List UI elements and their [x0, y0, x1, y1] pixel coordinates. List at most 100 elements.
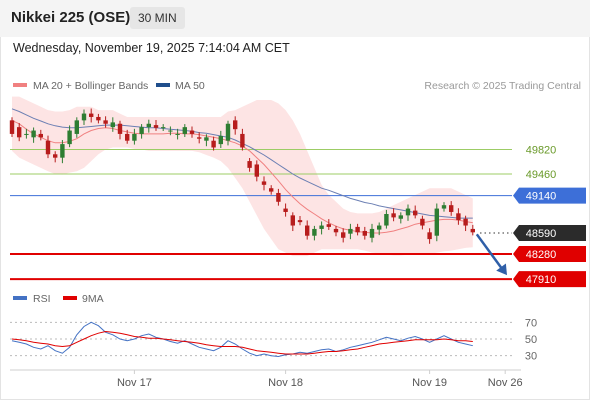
- x-tick-label: Nov 19: [412, 377, 447, 389]
- candle-body: [218, 135, 223, 145]
- candle-body: [369, 228, 375, 238]
- candle-body: [189, 130, 195, 134]
- candle-body: [405, 208, 411, 216]
- candle-body: [74, 120, 79, 134]
- forecast-arrow: [475, 233, 507, 276]
- candle-body: [175, 133, 180, 135]
- research-credit: Research © 2025 Trading Central: [424, 80, 581, 92]
- candle-body: [305, 225, 310, 236]
- forecast-arrow-head: [496, 263, 507, 276]
- candle-body: [161, 127, 166, 129]
- rsi-legend-swatch: [13, 296, 27, 300]
- rsi-ma-line: [11, 330, 473, 355]
- x-axis: Nov 17 Nov 18 Nov 19 Nov 26: [117, 370, 523, 389]
- level-label-49140: 49140: [526, 191, 557, 203]
- candle-body: [81, 113, 87, 121]
- candle-body: [38, 133, 43, 138]
- candle-body: [384, 214, 389, 226]
- candle-body: [427, 232, 432, 240]
- interval-badge[interactable]: 30 MIN: [130, 7, 185, 29]
- rsi-ma-legend-swatch: [63, 296, 77, 300]
- candle-body: [110, 122, 115, 128]
- candle-body: [240, 133, 245, 148]
- level-label-49460: 49460: [526, 169, 557, 181]
- rsi-tick-30: 30: [525, 351, 537, 363]
- candle-body: [24, 133, 29, 135]
- candle-body: [132, 133, 137, 141]
- candle-body: [89, 113, 94, 117]
- candle-body: [204, 137, 209, 141]
- level-label-49820: 49820: [526, 145, 557, 157]
- candle-body: [333, 228, 339, 233]
- candle-body: [312, 228, 317, 236]
- candle-body: [319, 225, 324, 229]
- candle-body: [290, 215, 295, 226]
- candle-body: [9, 120, 15, 134]
- rsi-tick-70: 70: [525, 317, 537, 329]
- candle-body: [283, 208, 288, 212]
- candle-body: [53, 154, 58, 158]
- candle-body: [297, 220, 303, 223]
- candle-body: [139, 127, 144, 134]
- candle-body: [117, 123, 123, 134]
- candle-body: [17, 127, 22, 138]
- candle-body: [211, 140, 216, 148]
- candle-body: [377, 225, 382, 230]
- rsi-tick-50: 50: [525, 334, 537, 346]
- candle-body: [168, 130, 173, 132]
- report-datetime: Wednesday, November 19, 2025 7:14:04 AM …: [13, 41, 290, 55]
- level-labels: 49820 49460 49140 48590 48280 47910: [513, 145, 586, 288]
- bollinger-bands: [12, 96, 473, 257]
- candle-body: [45, 140, 51, 155]
- rsi-legend-label: RSI: [33, 293, 51, 305]
- level-label-47910: 47910: [526, 274, 557, 286]
- candlesticks: [9, 108, 475, 244]
- rsi-gridlines: 70 50 30: [10, 317, 537, 363]
- candle-body: [420, 218, 425, 226]
- candle-body: [233, 120, 238, 130]
- candle-body: [449, 205, 454, 212]
- level-label-48280: 48280: [526, 249, 557, 261]
- candle-body: [225, 123, 231, 141]
- header-bar: Nikkei 225 (OSE) 30 MIN: [0, 0, 590, 37]
- level-tag-48280: [513, 246, 586, 263]
- candle-body: [60, 144, 65, 158]
- ma50-legend-swatch: [156, 83, 170, 87]
- candle-body: [398, 215, 403, 219]
- candle-body: [31, 130, 36, 138]
- ma50-legend-label: MA 50: [175, 80, 205, 92]
- level-tag-48590: [513, 225, 586, 241]
- forecast-arrow-shaft: [475, 233, 505, 271]
- level-tag-47910: [513, 271, 586, 288]
- rsi-lines: [11, 321, 473, 358]
- price-levels: [10, 149, 512, 281]
- candle-body: [103, 120, 108, 124]
- x-tick-label: Nov 26: [488, 377, 523, 389]
- price-legend: MA 20 + Bollinger Bands MA 50: [13, 80, 205, 92]
- candle-body: [182, 127, 187, 134]
- rsi-ma-legend-label: 9MA: [82, 293, 104, 305]
- candle-body: [247, 161, 252, 168]
- candle-body: [391, 213, 396, 218]
- candle-body: [96, 116, 101, 121]
- candle-body: [470, 228, 475, 233]
- candle-body: [269, 188, 274, 192]
- candle-body: [434, 208, 439, 236]
- ma20-legend-swatch: [13, 83, 27, 87]
- candle-body: [197, 137, 202, 139]
- level-tag-49140: [513, 187, 586, 204]
- candle-body: [153, 125, 159, 128]
- candle-body: [413, 210, 418, 216]
- candle-body: [254, 164, 259, 177]
- candle-body: [355, 226, 360, 233]
- candle-body: [456, 213, 461, 221]
- candle-body: [362, 230, 367, 236]
- level-label-48590: 48590: [526, 228, 557, 240]
- candle-body: [348, 228, 353, 234]
- candle-body: [261, 181, 267, 185]
- symbol-title: Nikkei 225 (OSE): [11, 9, 131, 26]
- candle-body: [441, 205, 447, 209]
- candle-body: [67, 130, 72, 145]
- x-tick-label: Nov 17: [117, 377, 152, 389]
